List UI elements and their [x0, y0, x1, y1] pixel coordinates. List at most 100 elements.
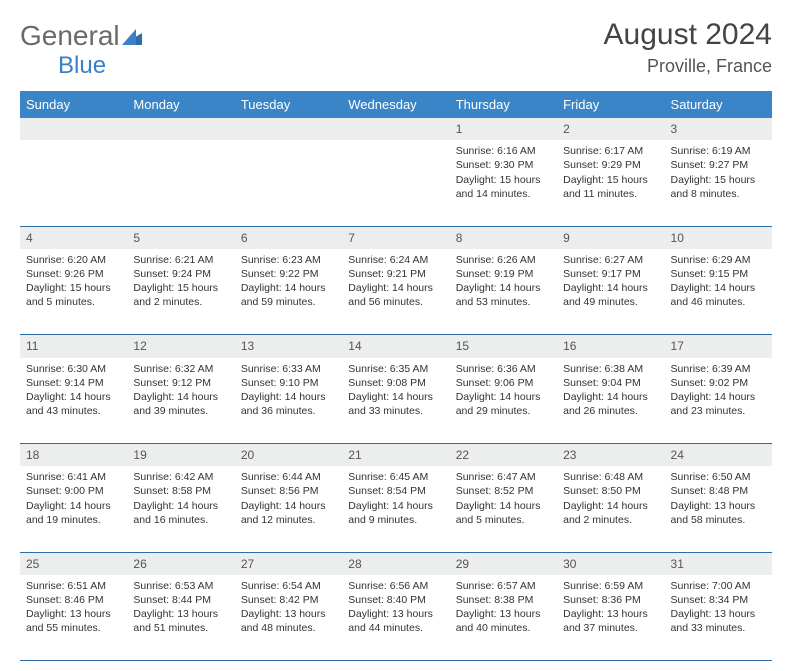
sunrise-line: Sunrise: 6:21 AM — [133, 253, 228, 267]
logo-text-1: General — [20, 20, 120, 52]
day-cell: Sunrise: 6:57 AMSunset: 8:38 PMDaylight:… — [450, 575, 557, 661]
week-row: Sunrise: 6:16 AMSunset: 9:30 PMDaylight:… — [20, 140, 772, 226]
day-cell — [342, 140, 449, 226]
day-number: 9 — [557, 226, 664, 249]
col-sat: Saturday — [665, 91, 772, 118]
daylight-line: Daylight: 15 hours and 14 minutes. — [456, 173, 551, 201]
day-number: 3 — [665, 118, 772, 140]
weekday-header-row: Sunday Monday Tuesday Wednesday Thursday… — [20, 91, 772, 118]
day-cell: Sunrise: 6:56 AMSunset: 8:40 PMDaylight:… — [342, 575, 449, 661]
sunset-line: Sunset: 8:42 PM — [241, 593, 336, 607]
day-cell — [127, 140, 234, 226]
sunrise-line: Sunrise: 6:29 AM — [671, 253, 766, 267]
sunrise-line: Sunrise: 6:35 AM — [348, 362, 443, 376]
sunrise-line: Sunrise: 6:19 AM — [671, 144, 766, 158]
sunset-line: Sunset: 8:34 PM — [671, 593, 766, 607]
sunrise-line: Sunrise: 6:38 AM — [563, 362, 658, 376]
day-number: 25 — [20, 552, 127, 575]
daylight-line: Daylight: 14 hours and 33 minutes. — [348, 390, 443, 418]
day-cell: Sunrise: 6:19 AMSunset: 9:27 PMDaylight:… — [665, 140, 772, 226]
location-label: Proville, France — [604, 56, 772, 77]
day-cell: Sunrise: 6:20 AMSunset: 9:26 PMDaylight:… — [20, 249, 127, 335]
daylight-line: Daylight: 13 hours and 58 minutes. — [671, 499, 766, 527]
day-number: 27 — [235, 552, 342, 575]
daylight-line: Daylight: 14 hours and 46 minutes. — [671, 281, 766, 309]
day-cell: Sunrise: 6:39 AMSunset: 9:02 PMDaylight:… — [665, 358, 772, 444]
sunset-line: Sunset: 8:54 PM — [348, 484, 443, 498]
sunrise-line: Sunrise: 6:50 AM — [671, 470, 766, 484]
sunrise-line: Sunrise: 6:23 AM — [241, 253, 336, 267]
sunrise-line: Sunrise: 7:00 AM — [671, 579, 766, 593]
day-number — [235, 118, 342, 140]
day-cell: Sunrise: 6:54 AMSunset: 8:42 PMDaylight:… — [235, 575, 342, 661]
sunset-line: Sunset: 9:00 PM — [26, 484, 121, 498]
sunset-line: Sunset: 9:10 PM — [241, 376, 336, 390]
daylight-line: Daylight: 14 hours and 16 minutes. — [133, 499, 228, 527]
day-cell: Sunrise: 6:51 AMSunset: 8:46 PMDaylight:… — [20, 575, 127, 661]
sunrise-line: Sunrise: 6:27 AM — [563, 253, 658, 267]
day-number: 2 — [557, 118, 664, 140]
sunrise-line: Sunrise: 6:17 AM — [563, 144, 658, 158]
week-row: Sunrise: 6:51 AMSunset: 8:46 PMDaylight:… — [20, 575, 772, 661]
col-thu: Thursday — [450, 91, 557, 118]
daynum-row: 11121314151617 — [20, 335, 772, 358]
calendar-table: Sunday Monday Tuesday Wednesday Thursday… — [20, 91, 772, 661]
day-number: 28 — [342, 552, 449, 575]
sunset-line: Sunset: 8:36 PM — [563, 593, 658, 607]
day-cell: Sunrise: 6:30 AMSunset: 9:14 PMDaylight:… — [20, 358, 127, 444]
day-number: 22 — [450, 444, 557, 467]
sunset-line: Sunset: 8:58 PM — [133, 484, 228, 498]
logo-mark-icon — [122, 20, 142, 52]
day-cell: Sunrise: 6:26 AMSunset: 9:19 PMDaylight:… — [450, 249, 557, 335]
sunset-line: Sunset: 8:50 PM — [563, 484, 658, 498]
day-cell: Sunrise: 6:53 AMSunset: 8:44 PMDaylight:… — [127, 575, 234, 661]
sunrise-line: Sunrise: 6:47 AM — [456, 470, 551, 484]
daylight-line: Daylight: 14 hours and 2 minutes. — [563, 499, 658, 527]
day-cell: Sunrise: 6:48 AMSunset: 8:50 PMDaylight:… — [557, 466, 664, 552]
day-number: 21 — [342, 444, 449, 467]
day-cell: Sunrise: 6:50 AMSunset: 8:48 PMDaylight:… — [665, 466, 772, 552]
day-cell: Sunrise: 6:23 AMSunset: 9:22 PMDaylight:… — [235, 249, 342, 335]
daylight-line: Daylight: 15 hours and 11 minutes. — [563, 173, 658, 201]
sunrise-line: Sunrise: 6:44 AM — [241, 470, 336, 484]
day-cell: Sunrise: 6:59 AMSunset: 8:36 PMDaylight:… — [557, 575, 664, 661]
sunrise-line: Sunrise: 6:16 AM — [456, 144, 551, 158]
day-number: 20 — [235, 444, 342, 467]
col-sun: Sunday — [20, 91, 127, 118]
day-number: 6 — [235, 226, 342, 249]
sunset-line: Sunset: 8:44 PM — [133, 593, 228, 607]
day-cell: Sunrise: 6:45 AMSunset: 8:54 PMDaylight:… — [342, 466, 449, 552]
day-number — [127, 118, 234, 140]
sunset-line: Sunset: 9:19 PM — [456, 267, 551, 281]
day-number: 7 — [342, 226, 449, 249]
day-cell: Sunrise: 6:21 AMSunset: 9:24 PMDaylight:… — [127, 249, 234, 335]
sunset-line: Sunset: 8:48 PM — [671, 484, 766, 498]
day-number: 24 — [665, 444, 772, 467]
sunrise-line: Sunrise: 6:51 AM — [26, 579, 121, 593]
day-cell: Sunrise: 6:38 AMSunset: 9:04 PMDaylight:… — [557, 358, 664, 444]
day-number: 18 — [20, 444, 127, 467]
sunset-line: Sunset: 9:29 PM — [563, 158, 658, 172]
sunrise-line: Sunrise: 6:41 AM — [26, 470, 121, 484]
day-cell: Sunrise: 6:36 AMSunset: 9:06 PMDaylight:… — [450, 358, 557, 444]
daynum-row: 25262728293031 — [20, 552, 772, 575]
day-cell: Sunrise: 6:33 AMSunset: 9:10 PMDaylight:… — [235, 358, 342, 444]
day-number — [20, 118, 127, 140]
sunrise-line: Sunrise: 6:42 AM — [133, 470, 228, 484]
day-number: 12 — [127, 335, 234, 358]
day-number: 29 — [450, 552, 557, 575]
daylight-line: Daylight: 14 hours and 59 minutes. — [241, 281, 336, 309]
col-tue: Tuesday — [235, 91, 342, 118]
sunset-line: Sunset: 9:24 PM — [133, 267, 228, 281]
day-cell: Sunrise: 6:41 AMSunset: 9:00 PMDaylight:… — [20, 466, 127, 552]
sunrise-line: Sunrise: 6:32 AM — [133, 362, 228, 376]
day-number: 17 — [665, 335, 772, 358]
daylight-line: Daylight: 14 hours and 23 minutes. — [671, 390, 766, 418]
daylight-line: Daylight: 14 hours and 36 minutes. — [241, 390, 336, 418]
day-number: 13 — [235, 335, 342, 358]
sunrise-line: Sunrise: 6:26 AM — [456, 253, 551, 267]
sunrise-line: Sunrise: 6:36 AM — [456, 362, 551, 376]
sunset-line: Sunset: 9:06 PM — [456, 376, 551, 390]
day-cell: Sunrise: 6:44 AMSunset: 8:56 PMDaylight:… — [235, 466, 342, 552]
day-number: 10 — [665, 226, 772, 249]
